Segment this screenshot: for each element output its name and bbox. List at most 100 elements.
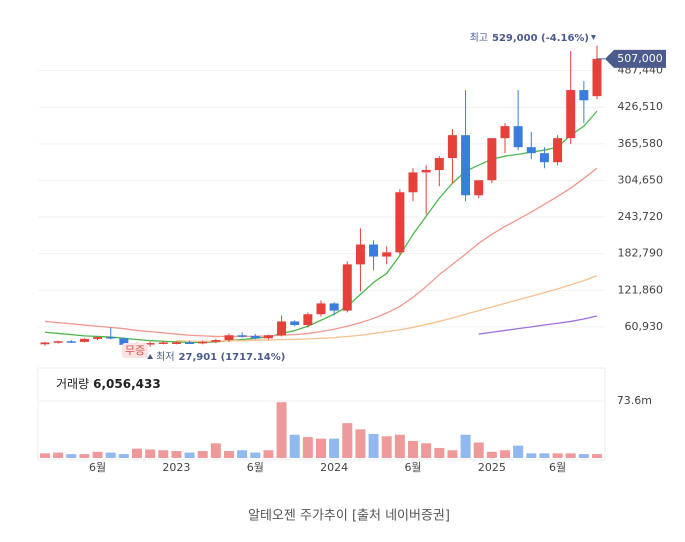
volume-bar (105, 452, 116, 458)
y-tick-label: 304,650 (618, 173, 664, 186)
candle-body (66, 341, 76, 343)
x-tick-label: 2025 (478, 461, 506, 474)
volume-bar (500, 450, 510, 458)
candle-body (447, 135, 457, 158)
volume-bar (316, 438, 326, 458)
candle-body (434, 157, 444, 171)
candle-body (355, 244, 365, 265)
volume-bar (513, 445, 524, 458)
high-annotation-label: 최고 (470, 32, 488, 44)
volume-bar (224, 451, 234, 458)
volume-bar (552, 453, 563, 458)
volume-bar (92, 451, 103, 458)
x-tick-label: 6월 (404, 461, 421, 474)
candle-body (461, 135, 471, 196)
candle-body (277, 321, 287, 336)
candle-body (106, 337, 116, 339)
price-tag (605, 49, 666, 68)
volume-bar (53, 452, 64, 458)
candle-body (211, 340, 221, 342)
candle-body (474, 180, 484, 196)
candle-body (382, 252, 392, 257)
event-badge (122, 343, 148, 358)
candle-body (145, 343, 155, 345)
y-tick-label: 243,720 (618, 210, 664, 223)
volume-bar (434, 447, 445, 458)
candle-body (526, 147, 536, 154)
volume-bar (276, 402, 287, 458)
volume-bar (79, 454, 90, 458)
price-tag-label: 507,000 (617, 52, 663, 65)
x-tick-label: 2024 (320, 461, 348, 474)
candle-body (171, 342, 181, 344)
candle-body (408, 172, 418, 193)
volume-bar (329, 438, 340, 458)
volume-bar (408, 440, 418, 458)
candle-body (592, 58, 602, 97)
y-tick-label: 182,790 (618, 247, 664, 260)
volume-bar (171, 451, 182, 458)
low-annotation-text: 27,901 (1717.14%) (179, 352, 286, 363)
high-annotation: 최고 529,000 (-4.16%) (470, 32, 589, 44)
candle-body (539, 153, 549, 163)
candle-body (93, 337, 103, 339)
candle-body (250, 335, 260, 339)
candle-body (263, 335, 273, 339)
candle-body (198, 341, 208, 344)
volume-bar (368, 433, 379, 458)
volume-bar (197, 451, 208, 458)
candle-body (513, 126, 523, 148)
y-tick-label: 426,510 (618, 100, 664, 113)
volume-current: 6,056,433 (93, 377, 161, 391)
candle-body (237, 335, 247, 337)
volume-title: 거래량 6,056,433 (56, 377, 161, 391)
candle-body (53, 341, 63, 343)
volume-bar (66, 454, 77, 458)
x-tick-label: 6월 (247, 461, 264, 474)
volume-bar (447, 450, 458, 458)
volume-bar (539, 453, 550, 458)
volume-bar (132, 448, 142, 458)
x-tick-label: 2023 (162, 461, 190, 474)
candle-body (316, 303, 326, 315)
high-marker (591, 35, 596, 40)
candle-body (566, 90, 576, 139)
y-tick-label: 121,860 (618, 283, 664, 296)
candle-body (395, 192, 405, 253)
candle-body (79, 338, 89, 342)
volume-bar (342, 423, 353, 458)
volume-bar (578, 454, 589, 458)
volume-bar (237, 450, 248, 458)
candle-body (342, 264, 352, 311)
x-tick-label: 6월 (549, 461, 566, 474)
volume-bar (118, 454, 129, 458)
candle-body (158, 342, 168, 344)
volume-bar (526, 453, 537, 458)
volume-bar (40, 453, 50, 458)
volume-title-label: 거래량 (56, 377, 89, 391)
volume-bar (473, 442, 484, 458)
low-annotation: 최저 27,901 (1717.14%) (156, 351, 285, 363)
candle-body (500, 126, 510, 139)
candle-body (40, 342, 50, 345)
volume-bar (381, 436, 392, 458)
volume-bar (565, 453, 576, 458)
candle-body (290, 321, 300, 326)
moving-average (44, 110, 598, 344)
volume-bar (302, 437, 313, 458)
volume-bar (289, 434, 300, 458)
volume-bar (263, 450, 274, 458)
moving-average (44, 167, 598, 338)
volume-bar (394, 434, 405, 458)
candle-body (303, 314, 313, 326)
volume-bar (355, 429, 366, 458)
caption: 알테오젠 주가추이 [출처 네이버증권] (248, 509, 450, 524)
candle-body (369, 244, 379, 257)
volume-bar (210, 443, 221, 458)
event-label: 무증 (125, 344, 145, 357)
volume-bar (250, 452, 261, 458)
candle-body (487, 138, 497, 181)
high-annotation-text: 529,000 (-4.16%) (492, 33, 589, 44)
volume-bar (460, 434, 471, 458)
